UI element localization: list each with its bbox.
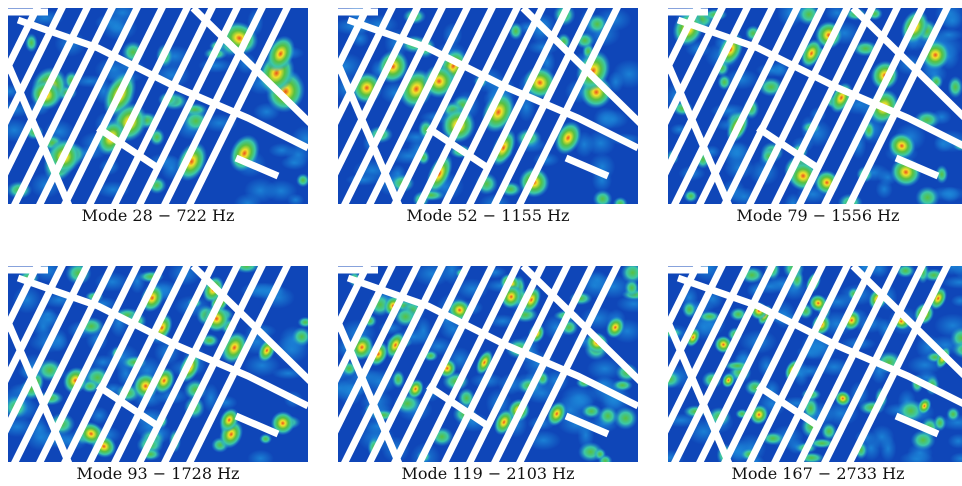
field-hotspot: [605, 316, 625, 339]
mode-panel-167: Mode 167 − 2733 Hz: [668, 266, 962, 484]
field-blob: [934, 28, 962, 42]
mode-plot: [668, 8, 962, 204]
field-blob: [89, 406, 109, 425]
field-hotspot: [266, 35, 296, 72]
field-lobe: [935, 164, 949, 184]
mode-plot: [338, 8, 638, 204]
field-blob: [593, 107, 619, 130]
rib-structure: [338, 8, 638, 204]
mode-panel-52: Mode 52 − 1155 Hz: [338, 8, 638, 226]
field-blob: [586, 357, 623, 380]
mode-caption: Mode 28 − 722 Hz: [81, 206, 235, 225]
field-lobe: [612, 379, 633, 392]
field-lobe: [613, 406, 638, 430]
field-blob: [949, 452, 962, 462]
field-lobe: [951, 340, 962, 359]
field-lobe: [598, 454, 613, 462]
field-lobe: [613, 196, 628, 204]
field-hotspot: [270, 411, 295, 436]
mode-caption: Mode 79 − 1556 Hz: [736, 206, 900, 225]
field-lobe: [682, 300, 697, 319]
field-lobe: [697, 310, 721, 323]
field-lobe: [508, 22, 523, 40]
field-hotspot: [546, 401, 567, 427]
mode-plot: [8, 266, 308, 462]
field-hotspot: [834, 390, 852, 407]
field-lobe: [946, 407, 960, 422]
field-lobe: [296, 173, 308, 188]
field-blob: [287, 193, 305, 204]
field-blob: [941, 275, 962, 289]
field-lobe: [895, 266, 916, 278]
field-blob: [244, 178, 277, 203]
field-lobe: [259, 433, 272, 445]
mode-panel-28: Mode 28 − 722 Hz: [8, 8, 308, 226]
field-lobe: [597, 405, 618, 427]
mode-plot: [8, 8, 308, 204]
field-blob: [950, 294, 962, 307]
field-lobe: [947, 75, 962, 99]
mode-panel-79: Mode 79 − 1556 Hz: [668, 8, 962, 226]
field-blob: [345, 173, 381, 186]
field-lobe: [391, 370, 405, 389]
field-hotspot: [888, 132, 916, 160]
field-lobe: [910, 429, 936, 451]
field-blob: [875, 179, 893, 199]
field-blob: [879, 435, 897, 462]
field-lobe: [297, 316, 308, 328]
field-lobe: [717, 74, 732, 91]
field-lobe: [291, 326, 308, 347]
field-blob: [268, 143, 296, 158]
field-lobe: [586, 14, 608, 35]
rib-structure: [668, 8, 962, 204]
field-lobe: [933, 414, 947, 432]
mode-caption: Mode 167 − 2733 Hz: [731, 464, 905, 483]
field-blob: [108, 19, 124, 34]
field-hotspot: [721, 372, 736, 388]
field-blob: [247, 449, 274, 462]
field-lobe: [683, 189, 698, 203]
mode-panel-119: Mode 119 − 2103 Hz: [338, 266, 638, 484]
rib-structure: [338, 266, 638, 462]
field-blob: [952, 266, 962, 279]
rib-structure: [8, 266, 308, 462]
field-lobe: [624, 278, 638, 297]
mode-plot: [668, 266, 962, 462]
field-lobe: [821, 422, 837, 441]
field-lobe: [915, 186, 940, 204]
field-hotspot: [219, 407, 240, 433]
mode-caption: Mode 52 − 1155 Hz: [406, 206, 570, 225]
field-blob: [947, 433, 962, 449]
mode-caption: Mode 93 − 1728 Hz: [76, 464, 240, 483]
mode-panel-93: Mode 93 − 1728 Hz: [8, 266, 308, 484]
field-blob: [784, 192, 802, 204]
field-hotspot: [422, 64, 456, 99]
field-hotspot: [490, 129, 517, 167]
mode-plot: [338, 266, 638, 462]
rib-structure: [8, 8, 308, 204]
field-lobe: [25, 33, 38, 53]
field-hotspot: [917, 397, 932, 415]
mode-caption: Mode 119 − 2103 Hz: [401, 464, 575, 483]
field-blob: [244, 354, 281, 377]
field-lobe: [592, 189, 613, 204]
rib-structure: [668, 266, 962, 462]
field-hotspot: [554, 121, 582, 155]
field-lobe: [581, 404, 602, 419]
